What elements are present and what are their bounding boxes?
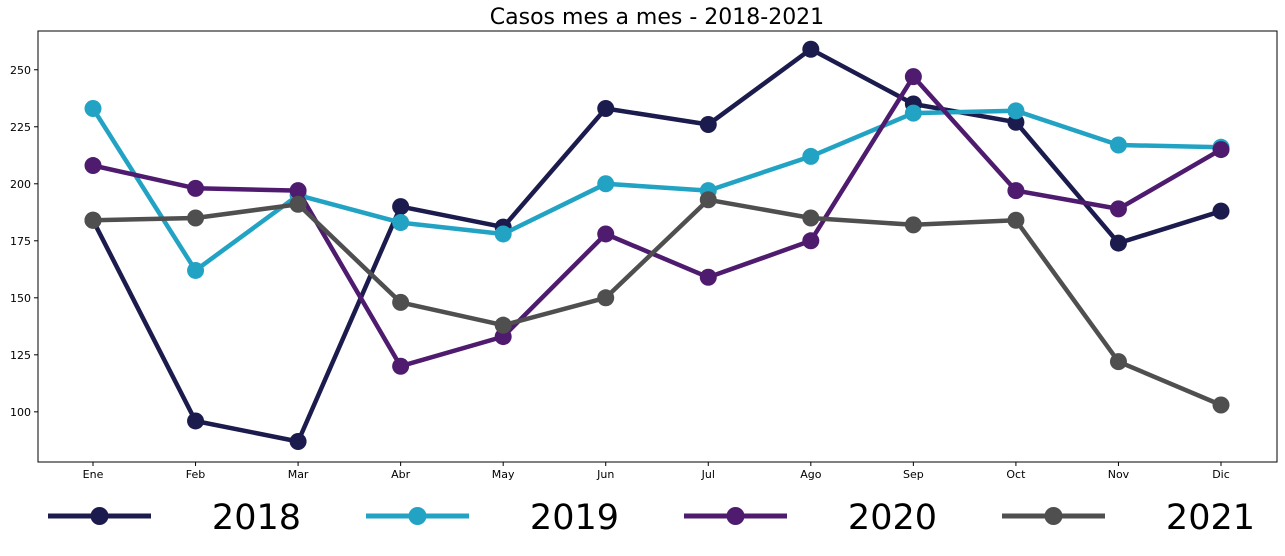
series-line [92, 74, 1223, 369]
series-line [90, 46, 1222, 444]
y-tick-label: 225 [10, 121, 31, 134]
data-point [699, 115, 717, 133]
y-axis: 100 125 150 175 200 225 250 [10, 64, 38, 419]
legend-marker [726, 507, 745, 525]
data-point [699, 268, 717, 286]
data-point [84, 157, 102, 175]
x-tick-label: Oct [1006, 468, 1026, 481]
data-point [904, 104, 922, 122]
data-point [597, 289, 615, 307]
y-tick-label: 175 [10, 235, 31, 248]
data-point [1212, 202, 1230, 220]
x-tick-label: Abr [391, 468, 411, 481]
data-point [802, 232, 820, 250]
data-point [392, 293, 410, 311]
data-point [597, 100, 615, 118]
data-point [1007, 182, 1025, 200]
data-point [1109, 234, 1127, 252]
data-point [84, 211, 102, 229]
x-tick-label: Feb [186, 468, 205, 481]
data-point [699, 191, 717, 209]
data-point [1007, 102, 1025, 120]
legend-label: 2019 [530, 498, 619, 538]
legend-label: 2020 [848, 498, 937, 538]
data-point [187, 412, 205, 430]
data-point [289, 182, 307, 200]
data-point [1212, 396, 1230, 414]
x-tick-label: Jun [596, 468, 614, 481]
data-point [904, 216, 922, 234]
x-tick-label: May [492, 468, 515, 481]
series-2018 [84, 40, 1230, 450]
data-point [289, 432, 307, 450]
legend: 2018 2019 2020 2021 [48, 498, 1255, 538]
data-point [392, 198, 410, 216]
data-point [904, 68, 922, 86]
data-point [187, 261, 205, 279]
series-layer [84, 40, 1230, 450]
data-point [802, 147, 820, 165]
series-2020 [84, 68, 1230, 375]
x-tick-label: Sep [903, 468, 924, 481]
y-tick-label: 200 [10, 178, 31, 191]
data-point [597, 175, 615, 193]
data-point [494, 225, 512, 243]
y-tick-label: 250 [10, 64, 31, 77]
data-point [187, 209, 205, 227]
x-axis: Ene Feb Mar Abr May Jun Jul Ago Sep Oct Nov Dic [83, 462, 1230, 481]
x-tick-label: Ene [83, 468, 104, 481]
data-point [1212, 141, 1230, 159]
data-point [1007, 211, 1025, 229]
data-point [187, 179, 205, 197]
data-point [802, 209, 820, 227]
legend-label: 2021 [1166, 498, 1255, 538]
series-2021 [84, 191, 1230, 414]
data-point [802, 40, 820, 58]
data-point [392, 357, 410, 375]
y-tick-label: 150 [10, 292, 31, 305]
chart-title: Casos mes a mes - 2018-2021 [490, 5, 824, 30]
legend-label: 2018 [212, 498, 301, 538]
legend-marker [1044, 507, 1063, 525]
legend-item-2018: 2018 [48, 498, 301, 538]
data-point [597, 225, 615, 243]
legend-item-2019: 2019 [366, 498, 619, 538]
data-point [392, 214, 410, 232]
data-point [289, 195, 307, 213]
y-tick-label: 100 [10, 406, 31, 419]
legend-item-2020: 2020 [684, 498, 937, 538]
x-tick-label: Jul [701, 468, 715, 481]
data-point [84, 100, 102, 118]
y-tick-label: 125 [10, 349, 31, 362]
x-tick-label: Ago [800, 468, 822, 481]
data-point [494, 316, 512, 334]
x-tick-label: Nov [1108, 468, 1130, 481]
data-point [1109, 353, 1127, 371]
data-point [1109, 200, 1127, 218]
x-tick-label: Dic [1212, 468, 1230, 481]
legend-marker [90, 507, 109, 525]
data-point [1109, 136, 1127, 154]
series-line [92, 197, 1222, 408]
plot-area [37, 30, 1278, 463]
legend-marker [408, 507, 427, 525]
legend-item-2021: 2021 [1002, 498, 1255, 538]
x-tick-label: Mar [288, 468, 309, 481]
